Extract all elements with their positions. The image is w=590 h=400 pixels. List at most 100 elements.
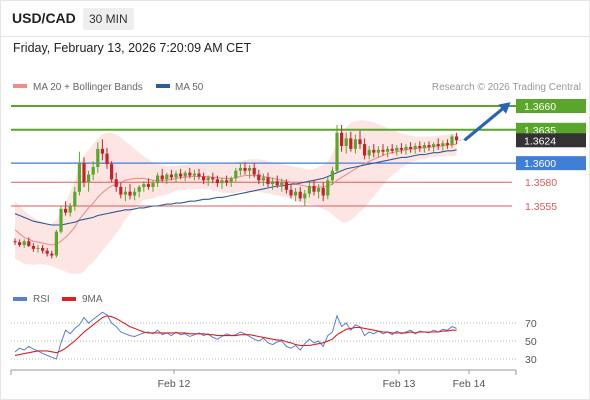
candle-93 <box>441 140 445 151</box>
level-tag-1.3600: 1.3600 <box>516 156 586 171</box>
candle-66 <box>317 184 321 199</box>
candle-body <box>413 146 417 149</box>
candle-body <box>73 191 77 206</box>
bollinger-band-fill <box>15 120 457 274</box>
candle-body <box>252 167 256 175</box>
candle-body <box>266 177 270 185</box>
candle-25 <box>128 184 132 200</box>
candle-body <box>192 173 196 176</box>
level-tag-text: 1.3600 <box>524 158 556 170</box>
candle-body <box>386 148 390 152</box>
legend-ma50-label: MA 50 <box>175 82 204 93</box>
candle-4 <box>31 243 35 252</box>
candle-2 <box>22 239 26 248</box>
candle-body <box>36 247 40 249</box>
x-tick-label-1: Feb 13 <box>383 378 416 390</box>
candle-1 <box>18 239 22 247</box>
candle-body <box>271 181 275 185</box>
level-text-1.3555: 1.3555 <box>525 201 557 213</box>
candle-body <box>225 180 229 183</box>
candle-body <box>13 241 17 243</box>
forecast-arrow <box>459 102 511 141</box>
candle-body <box>100 148 104 154</box>
candle-5 <box>36 245 40 253</box>
candle-body <box>96 148 100 167</box>
candle-42 <box>206 175 210 186</box>
candle-body <box>31 246 35 249</box>
candle-body <box>353 139 357 149</box>
candle-body <box>303 193 307 199</box>
candle-body <box>441 143 445 146</box>
candle-body <box>211 177 215 180</box>
level-tag-bg <box>516 156 586 171</box>
candle-body <box>215 179 219 184</box>
candle-36 <box>179 168 183 180</box>
candle-70 <box>335 125 339 173</box>
candle-91 <box>432 142 436 152</box>
rsi-line <box>14 311 457 360</box>
timeframe-badge[interactable]: 30 MIN <box>83 8 134 30</box>
candle-body <box>123 191 127 195</box>
candle-69 <box>330 166 334 186</box>
candle-55 <box>266 172 270 187</box>
candle-71 <box>340 125 344 152</box>
candle-body <box>114 179 118 187</box>
candle-45 <box>220 177 224 189</box>
candle-60 <box>289 184 293 199</box>
candle-body <box>349 138 353 149</box>
forecast-arrow-tail <box>459 138 466 141</box>
candle-0 <box>13 238 17 246</box>
x-tick-label-2: Feb 14 <box>453 378 486 390</box>
candle-body <box>169 174 173 178</box>
copyright-text: Research © 2026 Trading Central <box>432 82 581 93</box>
candle-27 <box>137 185 141 198</box>
candle-body <box>445 143 449 146</box>
candle-10 <box>59 206 63 234</box>
candle-body <box>289 189 293 196</box>
candle-body <box>179 173 183 177</box>
legend-9ma-label: 9MA <box>82 294 103 305</box>
candle-body <box>399 147 403 150</box>
candle-body <box>119 186 123 195</box>
candle-body <box>436 144 440 146</box>
candle-77 <box>367 146 371 160</box>
candle-3 <box>27 237 31 247</box>
candle-78 <box>372 144 376 158</box>
candle-86 <box>409 142 413 153</box>
candle-body <box>372 149 376 153</box>
candle-16 <box>87 170 91 192</box>
candle-body <box>422 145 426 148</box>
candle-body <box>257 174 261 181</box>
candle-19 <box>100 139 104 161</box>
legend-swatch-rsi <box>13 297 27 301</box>
candle-41 <box>202 172 206 185</box>
candle-body <box>363 144 367 156</box>
rsi-tick-70: 70 <box>525 318 537 330</box>
symbol-title: USD/CAD <box>12 10 76 26</box>
rsi-panel: 70 50 30 <box>11 311 537 366</box>
forecast-arrow-shaft <box>464 104 508 141</box>
candle-body <box>432 144 436 147</box>
candle-54 <box>261 173 265 186</box>
candle-body <box>174 173 178 178</box>
candle-46 <box>225 175 229 186</box>
candle-body <box>188 172 192 176</box>
candle-body <box>340 132 344 146</box>
candle-body <box>367 149 371 156</box>
rsi-tick-30: 30 <box>525 354 537 366</box>
candle-21 <box>110 161 114 183</box>
candle-body <box>330 170 334 181</box>
candle-body <box>358 139 362 145</box>
candle-body <box>45 250 49 254</box>
candle-73 <box>349 131 353 152</box>
level-tag-1.3624: 1.3624 <box>516 133 586 148</box>
candle-35 <box>174 170 178 183</box>
candle-body <box>68 206 72 213</box>
candle-29 <box>146 178 150 190</box>
candle-body <box>284 182 288 190</box>
candles <box>13 125 459 259</box>
candle-body <box>234 170 238 179</box>
candle-63 <box>303 189 307 206</box>
candle-90 <box>427 141 431 151</box>
